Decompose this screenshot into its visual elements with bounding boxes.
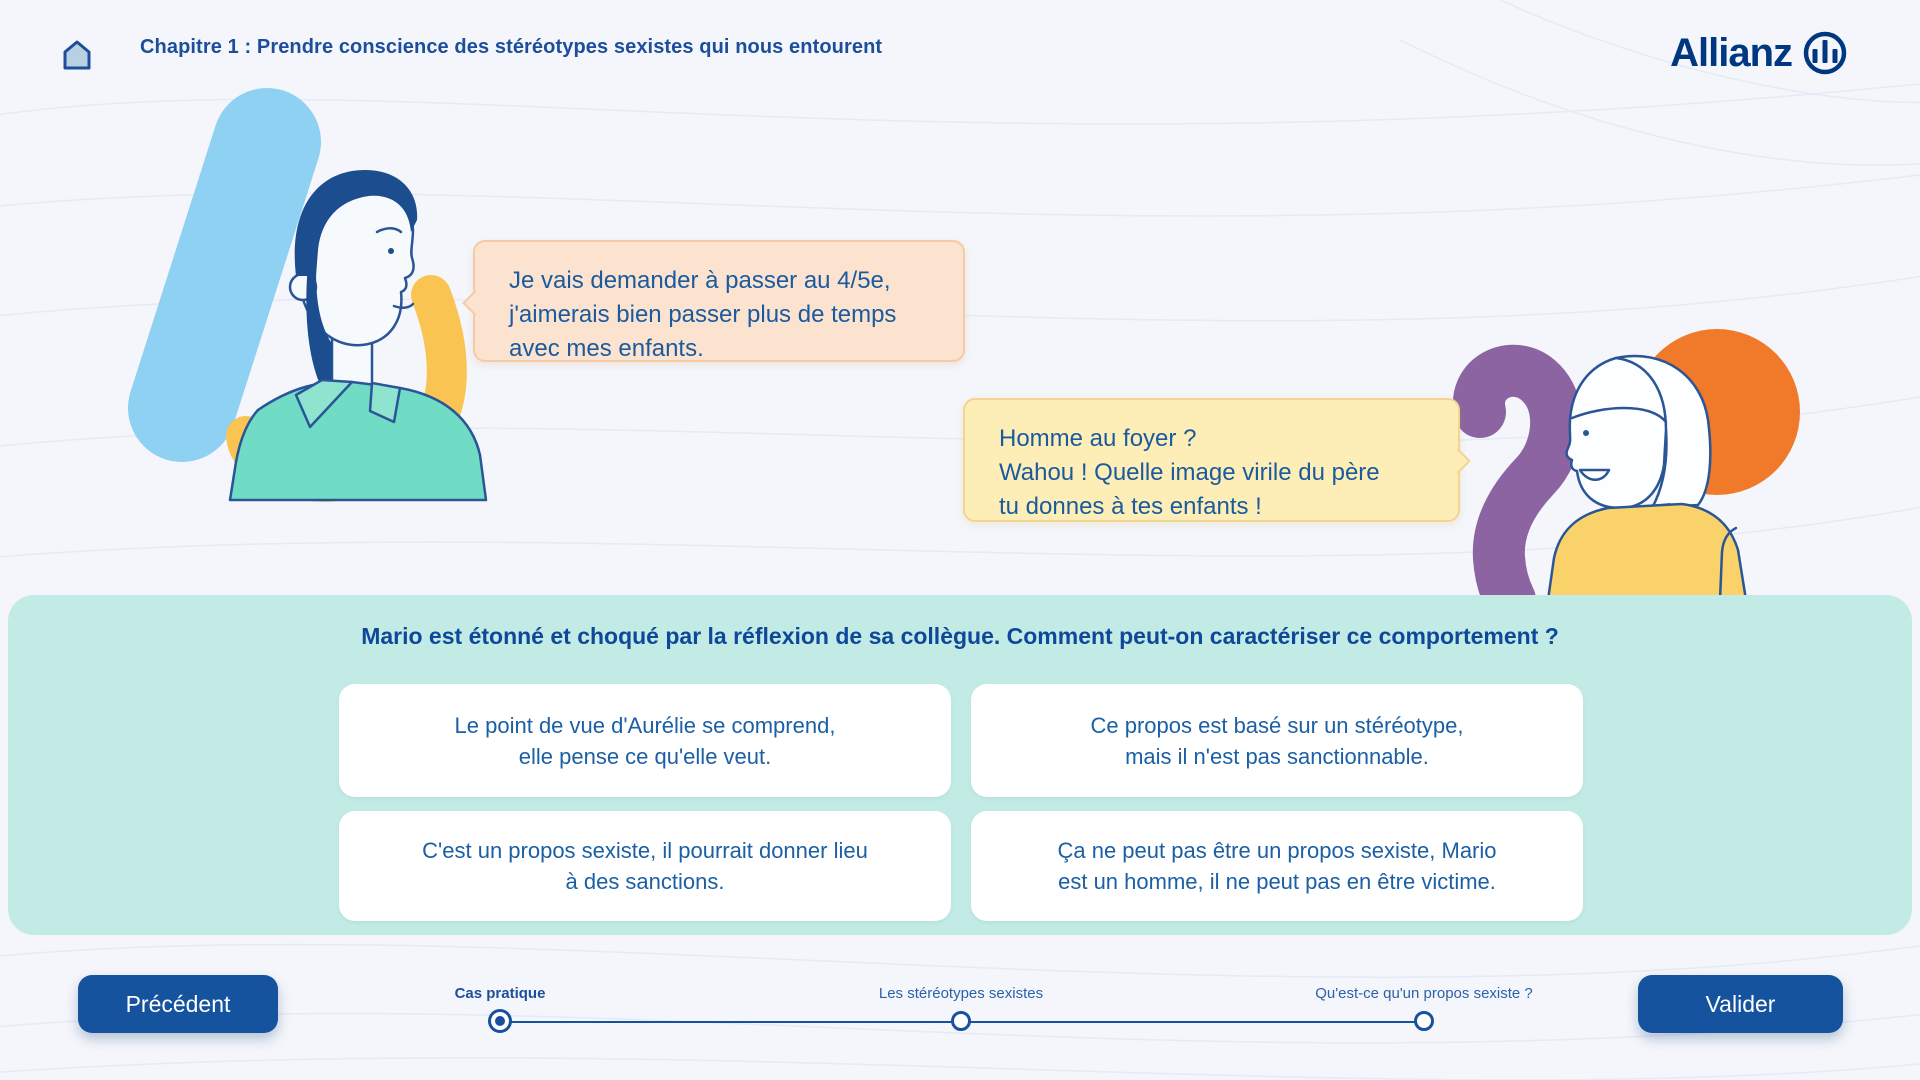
answer-text: est un homme, il ne peut pas en être vic…	[1058, 869, 1496, 894]
answer-text: Le point de vue d'Aurélie se comprend,	[454, 712, 836, 738]
quiz-panel: Mario est étonné et choqué par la réflex…	[8, 595, 1912, 935]
quiz-question: Mario est étonné et choqué par la réflex…	[361, 623, 1559, 649]
previous-button[interactable]: Précédent	[78, 975, 278, 1033]
answer-options: Le point de vue d'Aurélie se comprend, e…	[339, 684, 1583, 921]
answer-option-2[interactable]: Ce propos est basé sur un stéréotype, ma…	[971, 684, 1583, 797]
allianz-logo-icon	[1803, 31, 1847, 75]
step-dot-active[interactable]	[488, 1009, 512, 1033]
chapter-title: Chapitre 1 : Prendre conscience des stér…	[140, 36, 883, 58]
speech-line: avec mes enfants.	[509, 335, 704, 362]
answer-text: elle pense ce qu'elle veut.	[518, 743, 772, 769]
answer-text: C'est un propos sexiste, il pourrait don…	[422, 838, 868, 863]
speech-line: j'aimerais bien passer plus de temps	[509, 301, 897, 328]
answer-text: Ce propos est basé sur un stéréotype,	[1090, 712, 1464, 738]
man-character-illustration	[128, 88, 488, 502]
answer-text: Ça ne peut pas être un propos sexiste, M…	[1057, 838, 1497, 863]
step-label: Cas pratique	[454, 985, 546, 1002]
top-bar: Chapitre 1 : Prendre conscience des stér…	[0, 0, 1920, 100]
answer-option-3[interactable]: C'est un propos sexiste, il pourrait don…	[339, 811, 951, 921]
step-label: Qu'est-ce qu'un propos sexiste ?	[1315, 985, 1533, 1002]
progress-stepper: Cas pratique Les stéréotypes sexistes Qu…	[0, 935, 1920, 1080]
speech-line: tu donnes à tes enfants !	[999, 493, 1262, 520]
speech-bubble-aurelie: Homme au foyer ? Wahou ! Quelle image vi…	[963, 398, 1460, 522]
speech-line: Wahou ! Quelle image virile du père	[999, 459, 1380, 486]
speech-line: Je vais demander à passer au 4/5e,	[509, 267, 891, 294]
answer-option-4[interactable]: Ça ne peut pas être un propos sexiste, M…	[971, 811, 1583, 921]
bottom-bar: Précédent Cas pratique Les stéréotypes s…	[0, 935, 1920, 1080]
home-button[interactable]	[60, 38, 94, 72]
step-dot[interactable]	[1414, 1011, 1434, 1031]
speech-line: Homme au foyer ?	[999, 425, 1197, 452]
home-icon	[63, 40, 91, 70]
answer-text: à des sanctions.	[565, 869, 725, 894]
step-label: Les stéréotypes sexistes	[878, 985, 1044, 1002]
allianz-logo: Allianz	[1670, 30, 1848, 76]
answer-text: mais il n'est pas sanctionnable.	[1125, 743, 1429, 769]
speech-bubble-mario: Je vais demander à passer au 4/5e, j'aim…	[473, 240, 965, 362]
answer-option-1[interactable]: Le point de vue d'Aurélie se comprend, e…	[339, 684, 951, 797]
woman-character-illustration	[1453, 329, 1800, 600]
step-dot[interactable]	[951, 1011, 971, 1031]
validate-button[interactable]: Valider	[1638, 975, 1843, 1033]
allianz-logo-text: Allianz	[1670, 30, 1793, 75]
